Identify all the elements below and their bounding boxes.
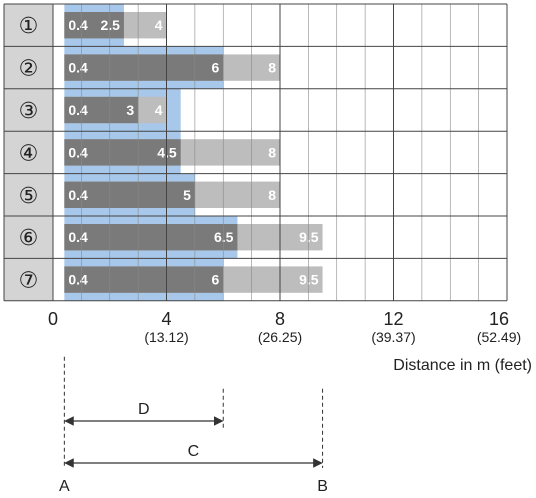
- bar-dark-label: 5: [183, 187, 191, 203]
- bar-dark: [64, 266, 224, 293]
- x-tick-sublabel: (39.37): [371, 329, 415, 345]
- bar-light-label: 8: [268, 187, 276, 203]
- row-label: ⑥: [19, 226, 39, 251]
- x-tick-label: 16: [489, 309, 509, 329]
- bar-dark-label: 3: [126, 102, 134, 118]
- row-label-cell: [4, 173, 53, 216]
- x-axis-title: Distance in m (feet): [393, 357, 532, 374]
- bar-start-label: 0.4: [68, 102, 88, 118]
- dim-label-b: B: [317, 478, 328, 495]
- row-label-cell: [4, 46, 53, 89]
- bar-start-label: 0.4: [68, 187, 88, 203]
- x-tick-label: 0: [48, 309, 58, 329]
- dim-label-d: D: [138, 401, 150, 418]
- bar-light-label: 4: [155, 102, 163, 118]
- row-label: ⑦: [19, 269, 39, 294]
- bar-dark: [64, 224, 238, 251]
- row-label-cell: [4, 131, 53, 174]
- row-label: ③: [19, 99, 39, 124]
- bar-dark-label: 6: [211, 60, 219, 76]
- bar-dark: [64, 54, 224, 81]
- x-tick-label: 8: [275, 309, 285, 329]
- row-label-cell: [4, 258, 53, 301]
- bar-dark-label: 2.5: [100, 17, 120, 33]
- row-label: ①: [19, 14, 39, 39]
- bar-dark: [64, 12, 124, 39]
- bar-start-label: 0.4: [68, 229, 88, 245]
- x-tick-label: 12: [383, 309, 403, 329]
- bar-light-label: 4: [155, 17, 163, 33]
- bar-start-label: 0.4: [68, 60, 88, 76]
- bar-light-label: 8: [268, 60, 276, 76]
- dim-label-a: A: [59, 478, 70, 495]
- x-tick-label: 4: [161, 309, 171, 329]
- bar-light-label: 9.5: [299, 229, 319, 245]
- x-tick-sublabel: (52.49): [477, 329, 521, 345]
- bar-start-label: 0.4: [68, 17, 88, 33]
- bar-dark: [64, 96, 139, 124]
- row-label-cell: [4, 216, 53, 259]
- row-label-cell: [4, 4, 53, 47]
- row-label: ②: [19, 57, 39, 82]
- bar-start-label: 0.4: [68, 272, 88, 288]
- bar-start-label: 0.4: [68, 144, 88, 160]
- bar-light-label: 9.5: [299, 272, 319, 288]
- bar-dark-label: 6.5: [214, 229, 234, 245]
- bar-dark-label: 6: [211, 272, 219, 288]
- bar-light-label: 8: [268, 144, 276, 160]
- row-label-cell: [4, 88, 53, 132]
- x-tick-sublabel: (26.25): [258, 329, 302, 345]
- dim-label-c: C: [188, 443, 200, 460]
- x-tick-sublabel: (13.12): [144, 329, 188, 345]
- row-label: ⑤: [19, 184, 39, 209]
- bar-dark: [64, 139, 181, 166]
- bar-dark-label: 4.5: [157, 144, 177, 160]
- bar-dark: [64, 181, 195, 208]
- row-label: ④: [19, 141, 39, 166]
